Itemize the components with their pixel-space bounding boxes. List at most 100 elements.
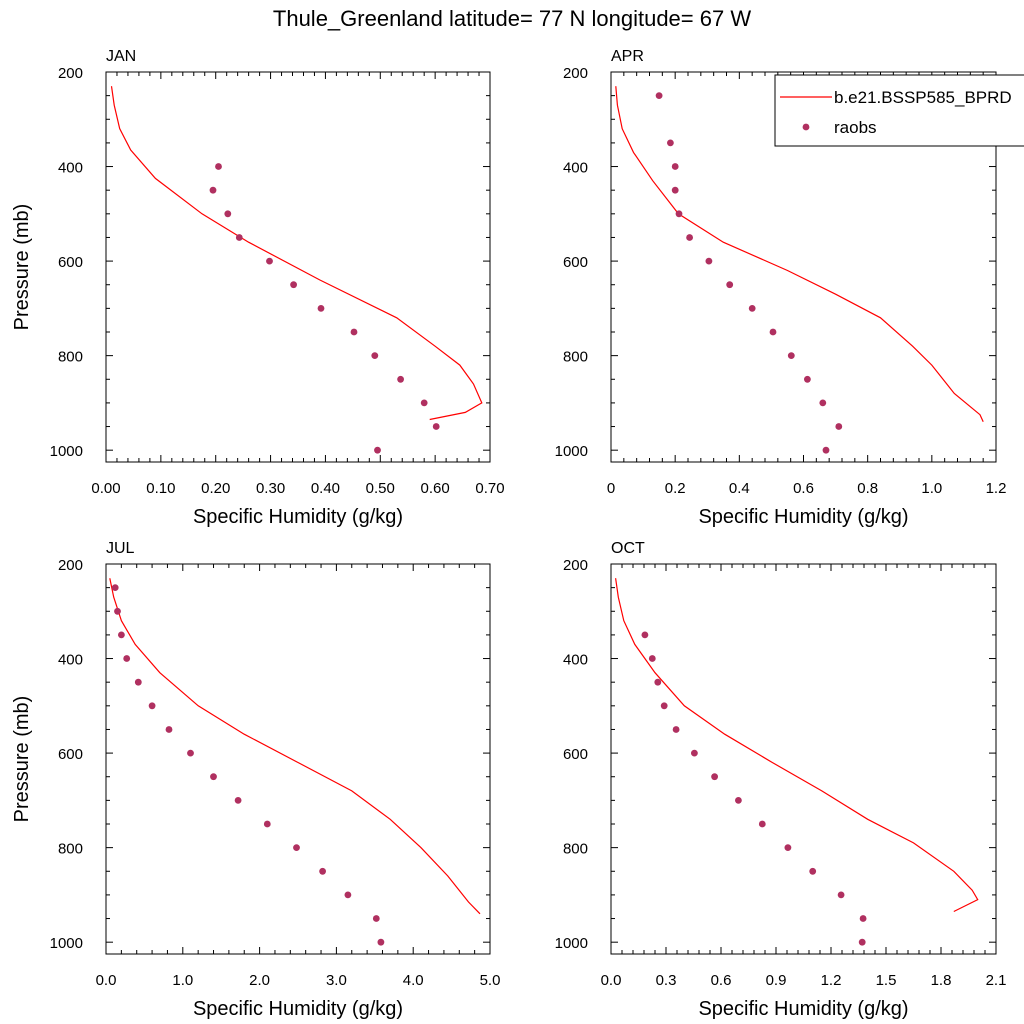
y-tick-label: 1000 — [555, 443, 588, 460]
raobs-point — [374, 446, 381, 454]
y-tick-label: 200 — [58, 557, 83, 574]
raobs-point — [123, 655, 131, 662]
raobs-point — [224, 210, 232, 218]
raobs-point — [672, 726, 680, 733]
panel-jan: 0.00 0.10 0.20 0.30 0.40 0.50 0.60 0.70 200 400 60… — [11, 48, 505, 528]
model-profile-line — [110, 86, 483, 421]
raobs-point — [234, 797, 242, 804]
y-tick-label: 200 — [58, 65, 83, 82]
raobs-point — [655, 92, 663, 99]
raobs-point — [758, 820, 766, 828]
x-tick-label: 1.2 — [821, 972, 842, 989]
plot-frame — [610, 563, 997, 955]
x-tick-label: 0.6 — [793, 480, 814, 497]
y-tick-label: 1000 — [50, 935, 83, 952]
raobs-point — [769, 328, 777, 336]
x-tick-label: 3.0 — [326, 972, 347, 989]
x-tick-label: 5.0 — [480, 972, 501, 989]
raobs-point — [787, 352, 795, 359]
raobs-point — [671, 186, 679, 194]
raobs-point — [667, 139, 674, 147]
plot-frame — [105, 71, 491, 463]
raobs-point — [711, 773, 718, 781]
y-axis-label: Pressure (mb) — [11, 696, 33, 823]
y-tick-label: 600 — [563, 746, 588, 763]
raobs-point — [858, 938, 866, 946]
raobs-point — [726, 281, 734, 289]
raobs-point — [263, 820, 271, 828]
y-tick-label: 200 — [563, 557, 588, 574]
x-tick-label: 0.3 — [656, 972, 677, 989]
x-tick-label: 0.4 — [729, 480, 750, 497]
panel-jul: 0.0 1.0 2.0 3.0 4.0 5.0 200 400 600 800 1000 JUL Spe… — [11, 540, 500, 1020]
raobs-point — [686, 234, 693, 241]
x-tick-label: 4.0 — [403, 972, 424, 989]
raobs-point — [118, 631, 125, 639]
raobs-point — [187, 749, 194, 757]
x-tick-label: 0.70 — [475, 480, 504, 497]
raobs-point — [165, 726, 173, 733]
raobs-point — [735, 797, 742, 804]
x-tick-label: 2.0 — [249, 972, 270, 989]
raobs-point — [317, 305, 325, 312]
raobs-point — [148, 702, 156, 710]
x-tick-label: 0.00 — [91, 480, 120, 497]
y-axis-label: Pressure (mb) — [11, 204, 33, 331]
y-tick-label: 200 — [563, 65, 588, 82]
x-tick-label: 0.8 — [857, 480, 878, 497]
x-tick-label: 0.40 — [311, 480, 340, 497]
x-tick-label: 0.0 — [601, 972, 622, 989]
x-tick-label: 2.1 — [986, 972, 1007, 989]
legend: b.e21.BSSP585_BPRD raobs — [774, 74, 1024, 147]
raobs-point — [654, 678, 662, 686]
raobs-point — [210, 773, 217, 781]
x-axis-label: Specific Humidity (g/kg) — [698, 506, 908, 528]
raobs-point — [371, 352, 379, 359]
raobs-point — [215, 163, 222, 170]
raobs-point — [114, 607, 121, 615]
y-tick-label: 800 — [563, 349, 588, 366]
x-tick-label: 0.6 — [711, 972, 732, 989]
raobs-point — [134, 678, 142, 686]
raobs-point — [648, 655, 656, 662]
raobs-point — [372, 915, 380, 922]
raobs-point — [397, 375, 404, 383]
raobs-point — [809, 867, 817, 875]
raobs-point — [290, 281, 297, 289]
panel-title: JUL — [106, 540, 135, 557]
x-tick-label: 0.50 — [366, 480, 395, 497]
raobs-point — [319, 867, 326, 875]
raobs-point — [432, 423, 440, 430]
raobs-point — [748, 305, 756, 312]
x-tick-label: 0.20 — [201, 480, 230, 497]
y-tick-label: 1000 — [50, 443, 83, 460]
raobs-point — [420, 399, 428, 407]
x-axis-label: Specific Humidity (g/kg) — [698, 998, 908, 1020]
y-tick-label: 600 — [58, 746, 83, 763]
raobs-point — [822, 446, 830, 454]
plot-frame — [105, 563, 491, 955]
raobs-point — [377, 938, 385, 946]
y-tick-label: 400 — [563, 160, 588, 177]
y-tick-label: 600 — [563, 254, 588, 271]
panel-apr: 0 0.2 0.4 0.6 0.8 1.0 1.2 200 400 600 800 1000 APR Sp… — [555, 48, 1007, 528]
legend-obs-marker — [802, 123, 810, 131]
y-tick-label: 400 — [58, 160, 83, 177]
x-tick-label: 1.8 — [931, 972, 952, 989]
x-tick-label: 0.2 — [665, 480, 686, 497]
x-tick-label: 0.10 — [146, 480, 175, 497]
y-tick-label: 400 — [58, 652, 83, 669]
raobs-point — [209, 186, 217, 194]
y-tick-label: 1000 — [555, 935, 588, 952]
raobs-point — [660, 702, 668, 710]
raobs-point — [804, 375, 811, 383]
legend-box — [774, 74, 1024, 147]
x-tick-label: 0.30 — [256, 480, 285, 497]
raobs-point — [784, 844, 792, 851]
raobs-point — [675, 210, 683, 218]
y-tick-label: 400 — [563, 652, 588, 669]
figure-title: Thule_Greenland latitude= 77 N longitude… — [273, 6, 751, 31]
panel-title: JAN — [106, 48, 136, 65]
